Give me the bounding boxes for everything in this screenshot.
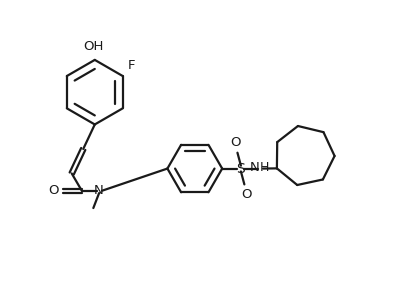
Text: O: O [48,184,59,197]
Text: O: O [242,188,252,201]
Text: OH: OH [83,40,103,53]
Text: N: N [250,161,260,174]
Text: H: H [260,161,269,174]
Text: N: N [94,184,104,197]
Text: O: O [230,136,240,149]
Text: S: S [236,162,245,175]
Text: F: F [128,59,135,72]
